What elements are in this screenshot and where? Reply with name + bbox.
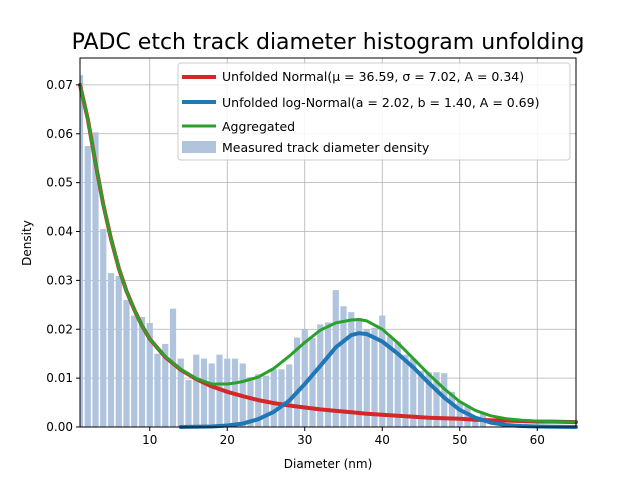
- density-bar: [185, 380, 192, 427]
- y-tick-label: 0.01: [46, 371, 73, 385]
- density-bar: [456, 401, 463, 427]
- chart-title: PADC etch track diameter histogram unfol…: [72, 30, 585, 55]
- legend-swatch-measured: [182, 141, 216, 153]
- density-bar: [138, 317, 146, 427]
- density-bar: [208, 363, 215, 427]
- y-tick-label: 0.06: [46, 127, 73, 141]
- density-bar: [417, 370, 425, 427]
- density-bar: [425, 372, 432, 427]
- x-tick-label: 30: [297, 433, 312, 447]
- density-bar: [317, 324, 324, 427]
- x-tick-label: 20: [220, 433, 235, 447]
- density-bar: [80, 75, 84, 427]
- legend-label-aggregated: Aggregated: [222, 119, 295, 134]
- density-bar: [162, 343, 169, 427]
- density-bar: [131, 315, 138, 427]
- density-bar: [371, 327, 378, 427]
- density-bar: [410, 358, 417, 427]
- density-bar: [177, 358, 184, 427]
- plot-frame: [79, 57, 577, 428]
- x-axis-label: Diameter (nm): [284, 457, 373, 471]
- x-axis-ticks: 10 20 30 40 50 60: [142, 427, 545, 447]
- density-bar: [402, 354, 409, 427]
- density-bar: [247, 377, 254, 427]
- density-bar: [433, 372, 440, 427]
- series-lines: [78, 82, 578, 429]
- density-bar: [84, 145, 91, 427]
- density-bar: [379, 315, 386, 427]
- y-tick-label: 0.07: [46, 78, 73, 92]
- density-bar: [301, 329, 308, 427]
- lognormal-curve: [178, 331, 578, 429]
- y-tick-label: 0.03: [46, 273, 73, 287]
- x-tick-label: 60: [530, 433, 545, 447]
- legend: Unfolded Normal(μ = 36.59, σ = 7.02, A =…: [177, 62, 571, 161]
- density-bar: [293, 337, 301, 427]
- legend-label-measured: Measured track diameter density: [222, 140, 430, 155]
- y-axis-label: Density: [20, 220, 34, 266]
- legend-label-lognormal: Unfolded log-Normal(a = 2.02, b = 1.40, …: [222, 95, 539, 110]
- y-tick-label: 0.05: [46, 176, 73, 190]
- density-bar: [286, 364, 293, 427]
- y-tick-label: 0.04: [46, 225, 73, 239]
- density-bar: [448, 391, 456, 427]
- density-bar: [464, 406, 471, 427]
- density-bar: [348, 312, 355, 427]
- density-bar: [200, 358, 208, 427]
- density-bar: [270, 369, 277, 427]
- x-tick-label: 40: [375, 433, 390, 447]
- density-bar: [123, 299, 130, 427]
- legend-label-normal: Unfolded Normal(μ = 36.59, σ = 7.02, A =…: [222, 69, 524, 84]
- density-bar: [324, 322, 332, 427]
- y-tick-label: 0.02: [46, 322, 73, 336]
- density-bar: [363, 329, 370, 427]
- density-bar: [394, 341, 401, 427]
- density-bar: [355, 318, 363, 427]
- y-tick-label: 0.00: [46, 420, 73, 434]
- density-bar: [386, 336, 394, 427]
- density-bar: [100, 229, 107, 427]
- density-bar: [340, 306, 347, 427]
- density-bar: [332, 290, 339, 427]
- density-bar: [309, 338, 316, 427]
- density-bar: [169, 308, 177, 427]
- legend-box: [177, 62, 571, 161]
- y-axis-ticks: 0.00 0.01 0.02 0.03 0.04 0.05 0.06 0.07: [46, 78, 80, 434]
- density-bar: [146, 322, 153, 427]
- density-bar: [193, 354, 200, 427]
- density-bar: [154, 353, 161, 427]
- density-bar: [92, 132, 99, 427]
- x-tick-label: 10: [142, 433, 157, 447]
- aggregated-curve: [78, 83, 578, 424]
- density-bar: [278, 369, 285, 427]
- density-bar: [115, 275, 122, 427]
- density-bar: [107, 273, 115, 427]
- x-tick-label: 50: [452, 433, 467, 447]
